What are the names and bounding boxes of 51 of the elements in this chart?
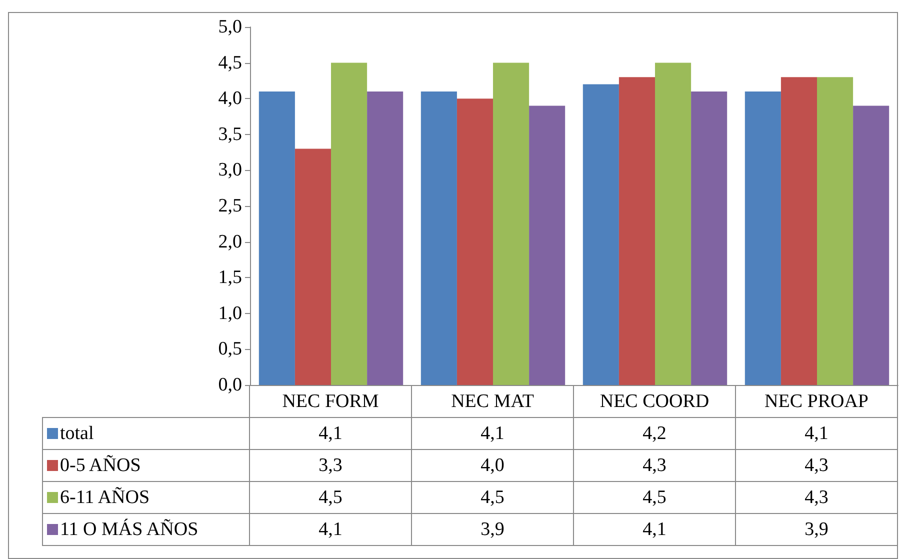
x-tick-label: NEC COORD — [574, 386, 736, 418]
y-tick-label: 1,0 — [218, 302, 242, 324]
data-label: 4,1 — [250, 418, 412, 450]
y-tick-label: 3,5 — [218, 124, 242, 145]
data-label: 4,1 — [574, 514, 736, 546]
bar — [817, 77, 854, 385]
y-tick-label: 2,5 — [218, 196, 242, 216]
data-label: 3,9 — [412, 514, 574, 546]
legend-label: 6-11 AÑOS — [42, 482, 250, 514]
data-label: 4,5 — [412, 482, 574, 514]
data-label: 4,0 — [412, 450, 574, 482]
bar — [331, 62, 368, 385]
data-label: 4,2 — [574, 418, 736, 450]
bar — [529, 106, 566, 385]
data-label: 3,9 — [736, 514, 898, 546]
bar — [691, 91, 728, 385]
x-tick-label: NEC MAT — [412, 386, 574, 418]
data-label: 4,5 — [574, 482, 736, 514]
bar — [294, 148, 331, 385]
bar — [367, 91, 404, 385]
y-tick-label: 4,5 — [218, 52, 242, 74]
x-tick-label: NEC PROAP — [736, 386, 898, 418]
bar — [493, 62, 530, 385]
bar — [420, 91, 457, 385]
legend-label: 0-5 AÑOS — [42, 450, 250, 482]
data-label: 4,1 — [250, 514, 412, 546]
y-tick-label: 4,0 — [218, 88, 242, 110]
data-label: 4,3 — [736, 482, 898, 514]
data-label: 4,1 — [736, 418, 898, 450]
bar — [618, 77, 655, 385]
bar — [744, 91, 781, 385]
y-tick-label: 0,0 — [218, 374, 242, 396]
y-tick-label: 5,0 — [218, 16, 242, 38]
data-label: 4,1 — [412, 418, 574, 450]
bar — [655, 62, 692, 385]
bar — [456, 98, 493, 385]
y-tick-label: 2,0 — [218, 231, 242, 252]
data-label: 4,3 — [574, 450, 736, 482]
data-label: 4,5 — [250, 482, 412, 514]
legend-label: total — [42, 418, 250, 450]
bar — [258, 91, 295, 385]
y-tick-label: 0,5 — [218, 338, 242, 360]
y-tick-label: 3,0 — [218, 160, 242, 181]
data-label: 4,3 — [736, 450, 898, 482]
bar — [853, 106, 890, 385]
bar — [582, 84, 619, 385]
bar — [780, 77, 817, 385]
legend-label: 11 O MÁS AÑOS — [42, 514, 250, 546]
x-tick-label: NEC FORM — [250, 386, 412, 418]
data-label: 3,3 — [250, 450, 412, 482]
y-tick-label: 1,5 — [218, 267, 242, 288]
